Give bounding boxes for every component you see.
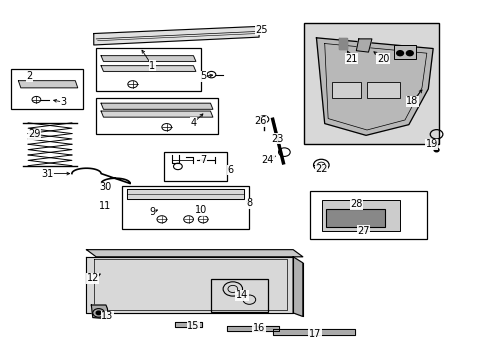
Bar: [303, 23, 438, 144]
Polygon shape: [339, 38, 346, 49]
Polygon shape: [272, 329, 355, 335]
Text: 22: 22: [314, 164, 327, 174]
Text: 8: 8: [246, 198, 252, 208]
Bar: [366, 82, 399, 98]
Polygon shape: [175, 322, 201, 327]
Text: 19: 19: [425, 139, 437, 149]
Polygon shape: [126, 189, 244, 199]
Circle shape: [433, 148, 438, 152]
Polygon shape: [94, 26, 259, 45]
Polygon shape: [19, 81, 78, 88]
Polygon shape: [227, 326, 278, 331]
Text: 10: 10: [194, 205, 206, 215]
Text: 28: 28: [349, 199, 362, 209]
Text: 29: 29: [28, 129, 41, 139]
Text: 27: 27: [357, 226, 369, 236]
Text: 4: 4: [190, 118, 196, 128]
Circle shape: [396, 51, 403, 56]
Bar: [331, 82, 361, 98]
Text: 7: 7: [200, 156, 206, 165]
Text: 15: 15: [187, 321, 199, 332]
Polygon shape: [91, 305, 108, 319]
Text: 25: 25: [255, 25, 267, 35]
Text: 2: 2: [26, 71, 33, 81]
Bar: [164, 152, 227, 181]
Text: 30: 30: [99, 182, 111, 192]
Bar: [393, 45, 415, 59]
Bar: [211, 279, 267, 312]
Polygon shape: [101, 56, 196, 62]
Text: 6: 6: [227, 165, 233, 175]
Circle shape: [406, 51, 412, 56]
Text: 16: 16: [252, 323, 264, 333]
Text: 26: 26: [254, 116, 266, 126]
Bar: [96, 48, 201, 91]
Bar: [122, 186, 249, 229]
Text: 1: 1: [149, 61, 155, 71]
Text: 18: 18: [406, 96, 418, 107]
Text: 20: 20: [376, 54, 388, 64]
Circle shape: [96, 311, 101, 315]
Bar: [11, 69, 83, 109]
Text: 5: 5: [200, 71, 206, 81]
Text: 21: 21: [345, 54, 357, 64]
Text: 12: 12: [86, 273, 99, 283]
Text: 3: 3: [61, 97, 66, 107]
Polygon shape: [316, 38, 432, 135]
Polygon shape: [292, 257, 302, 316]
Bar: [325, 208, 384, 227]
Polygon shape: [101, 103, 212, 109]
Polygon shape: [101, 111, 212, 117]
Text: 14: 14: [236, 290, 248, 300]
Text: 23: 23: [271, 134, 283, 144]
Text: 9: 9: [149, 207, 155, 217]
Polygon shape: [356, 39, 371, 52]
Polygon shape: [86, 257, 292, 313]
Polygon shape: [86, 249, 302, 257]
Polygon shape: [101, 66, 196, 71]
Bar: [309, 192, 426, 239]
Text: 13: 13: [101, 311, 113, 321]
Text: 11: 11: [99, 201, 111, 211]
Text: 24: 24: [261, 156, 273, 165]
Bar: [322, 200, 399, 231]
Text: 17: 17: [308, 329, 321, 339]
Text: 31: 31: [41, 168, 54, 179]
Bar: [96, 98, 217, 134]
